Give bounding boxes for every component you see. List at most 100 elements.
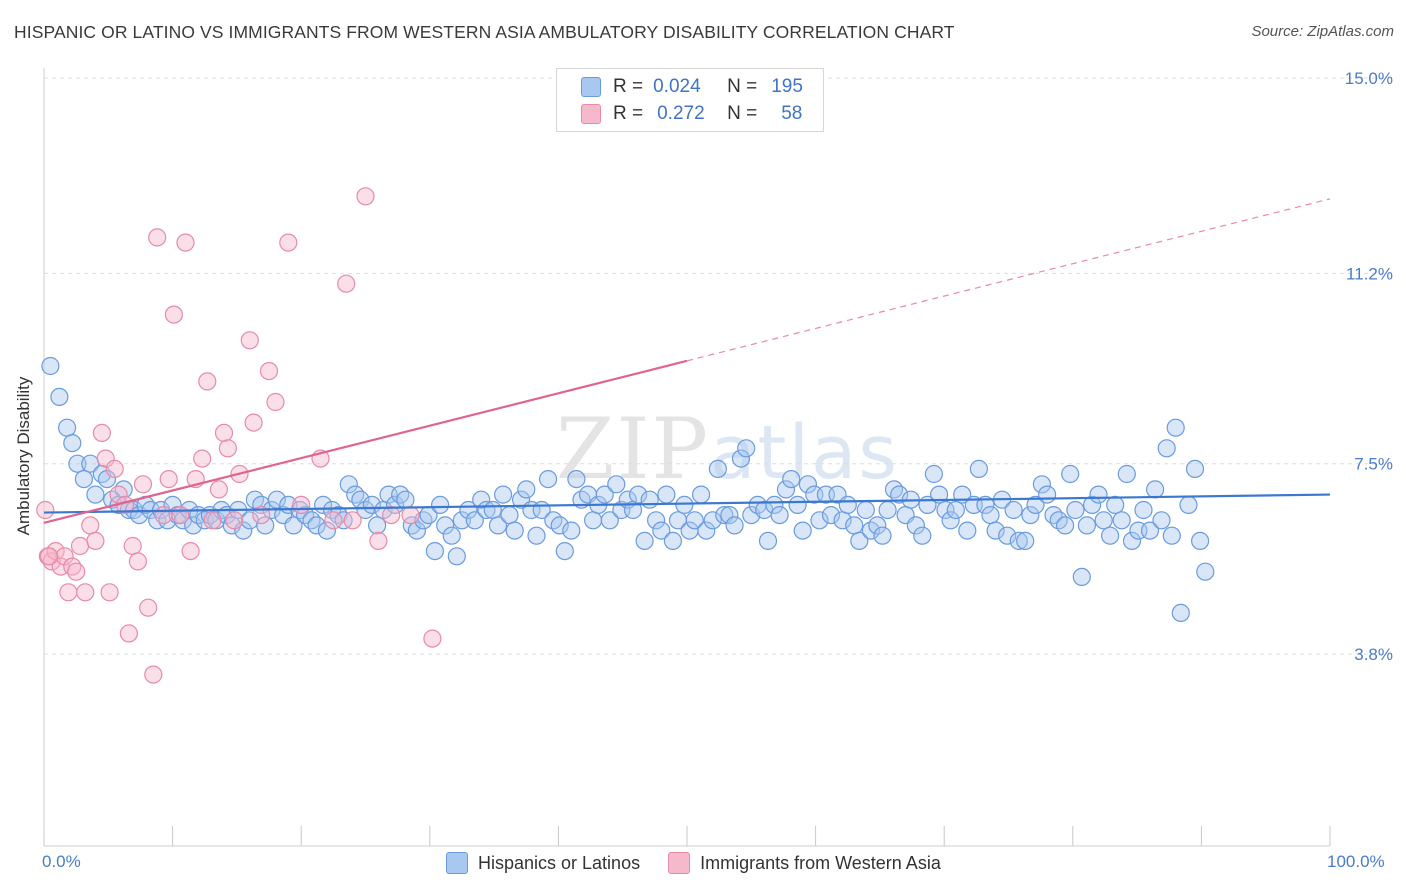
data-point — [368, 516, 387, 535]
data-point — [100, 583, 119, 602]
data-point — [329, 505, 348, 525]
data-point — [105, 459, 124, 478]
data-point — [856, 500, 875, 520]
data-point — [640, 490, 659, 509]
data-point — [234, 521, 253, 540]
data-point — [703, 511, 722, 530]
data-point — [607, 475, 626, 494]
series-hispanics-or-latinos — [41, 356, 1215, 623]
data-point — [436, 516, 455, 535]
data-point — [240, 331, 259, 350]
data-point — [339, 475, 358, 494]
data-point — [1152, 511, 1171, 530]
data-point — [176, 233, 195, 252]
data-point — [225, 511, 244, 530]
data-point — [646, 511, 666, 530]
data-point — [1026, 495, 1045, 514]
gridlines — [44, 77, 1392, 655]
legend-swatch-blue — [581, 77, 601, 97]
data-point — [382, 505, 401, 525]
data-point — [494, 485, 513, 504]
data-point — [452, 511, 471, 530]
data-point — [1021, 505, 1040, 525]
data-point — [67, 562, 86, 581]
data-point — [838, 495, 857, 514]
data-point — [1037, 485, 1057, 504]
data-point — [1196, 562, 1215, 581]
series-immigrants-western-asia — [36, 187, 442, 684]
data-point — [39, 547, 59, 566]
legend-row-western-asia: R = 0.272 N = 58 — [557, 101, 802, 127]
data-point — [284, 516, 303, 535]
data-point — [517, 480, 536, 499]
legend-item-hispanics[interactable]: Hispanics or Latinos — [446, 852, 640, 874]
data-point — [184, 516, 203, 535]
data-point — [139, 598, 158, 617]
data-point — [425, 541, 444, 561]
data-point — [936, 500, 955, 520]
data-point — [981, 505, 1000, 525]
data-point — [850, 531, 869, 551]
data-point — [976, 495, 995, 514]
data-point — [1082, 495, 1102, 514]
data-point — [500, 505, 519, 525]
data-point — [57, 418, 77, 437]
data-point — [63, 434, 82, 453]
data-point — [998, 526, 1017, 545]
data-point — [252, 505, 271, 525]
data-point — [92, 423, 112, 442]
data-point — [1077, 516, 1097, 535]
data-point — [600, 511, 619, 530]
data-point — [731, 449, 751, 468]
data-point — [70, 536, 90, 556]
data-point — [725, 516, 744, 535]
legend-item-western-asia[interactable]: Immigrants from Western Asia — [668, 852, 941, 874]
data-point — [782, 470, 801, 489]
data-point — [958, 521, 977, 540]
data-point — [685, 511, 704, 530]
y-tick-label: 7.5% — [1354, 455, 1393, 474]
data-point — [119, 624, 138, 643]
data-point — [307, 516, 326, 535]
data-point — [1089, 485, 1108, 504]
data-point — [1044, 505, 1063, 525]
data-point — [720, 505, 739, 525]
data-point — [114, 480, 133, 499]
data-point — [1112, 511, 1131, 530]
data-point — [1009, 531, 1028, 551]
data-point — [758, 531, 778, 551]
data-point — [562, 521, 581, 540]
data-point — [798, 475, 818, 494]
legend-n-value: 58 — [781, 103, 803, 124]
data-point — [483, 500, 502, 520]
data-point — [737, 439, 756, 458]
data-point — [567, 470, 586, 489]
data-point — [133, 475, 153, 494]
data-point — [171, 505, 190, 525]
trend-lines — [43, 198, 1331, 524]
legend-label-hispanics: Hispanics or Latinos — [478, 852, 641, 873]
data-point — [68, 454, 87, 473]
data-point — [302, 511, 321, 530]
legend-swatch-pink — [668, 852, 691, 874]
y-tick-label: 3.8% — [1354, 645, 1393, 664]
data-point — [1171, 603, 1190, 623]
data-point — [193, 449, 212, 468]
data-point — [362, 495, 381, 514]
watermark-zip: ZIP — [556, 400, 711, 498]
axes — [43, 68, 1331, 847]
data-point — [279, 233, 298, 252]
data-point — [50, 387, 69, 406]
data-point — [488, 516, 508, 535]
data-point — [86, 485, 105, 504]
data-point — [505, 521, 524, 540]
data-point — [154, 505, 173, 525]
data-point — [1190, 531, 1210, 551]
trend-line-western-asia-extension — [686, 198, 1331, 362]
data-point — [527, 526, 546, 545]
data-point — [123, 536, 142, 556]
data-point — [868, 516, 887, 535]
data-point — [708, 459, 728, 478]
data-point — [96, 449, 115, 468]
data-point — [343, 511, 362, 530]
